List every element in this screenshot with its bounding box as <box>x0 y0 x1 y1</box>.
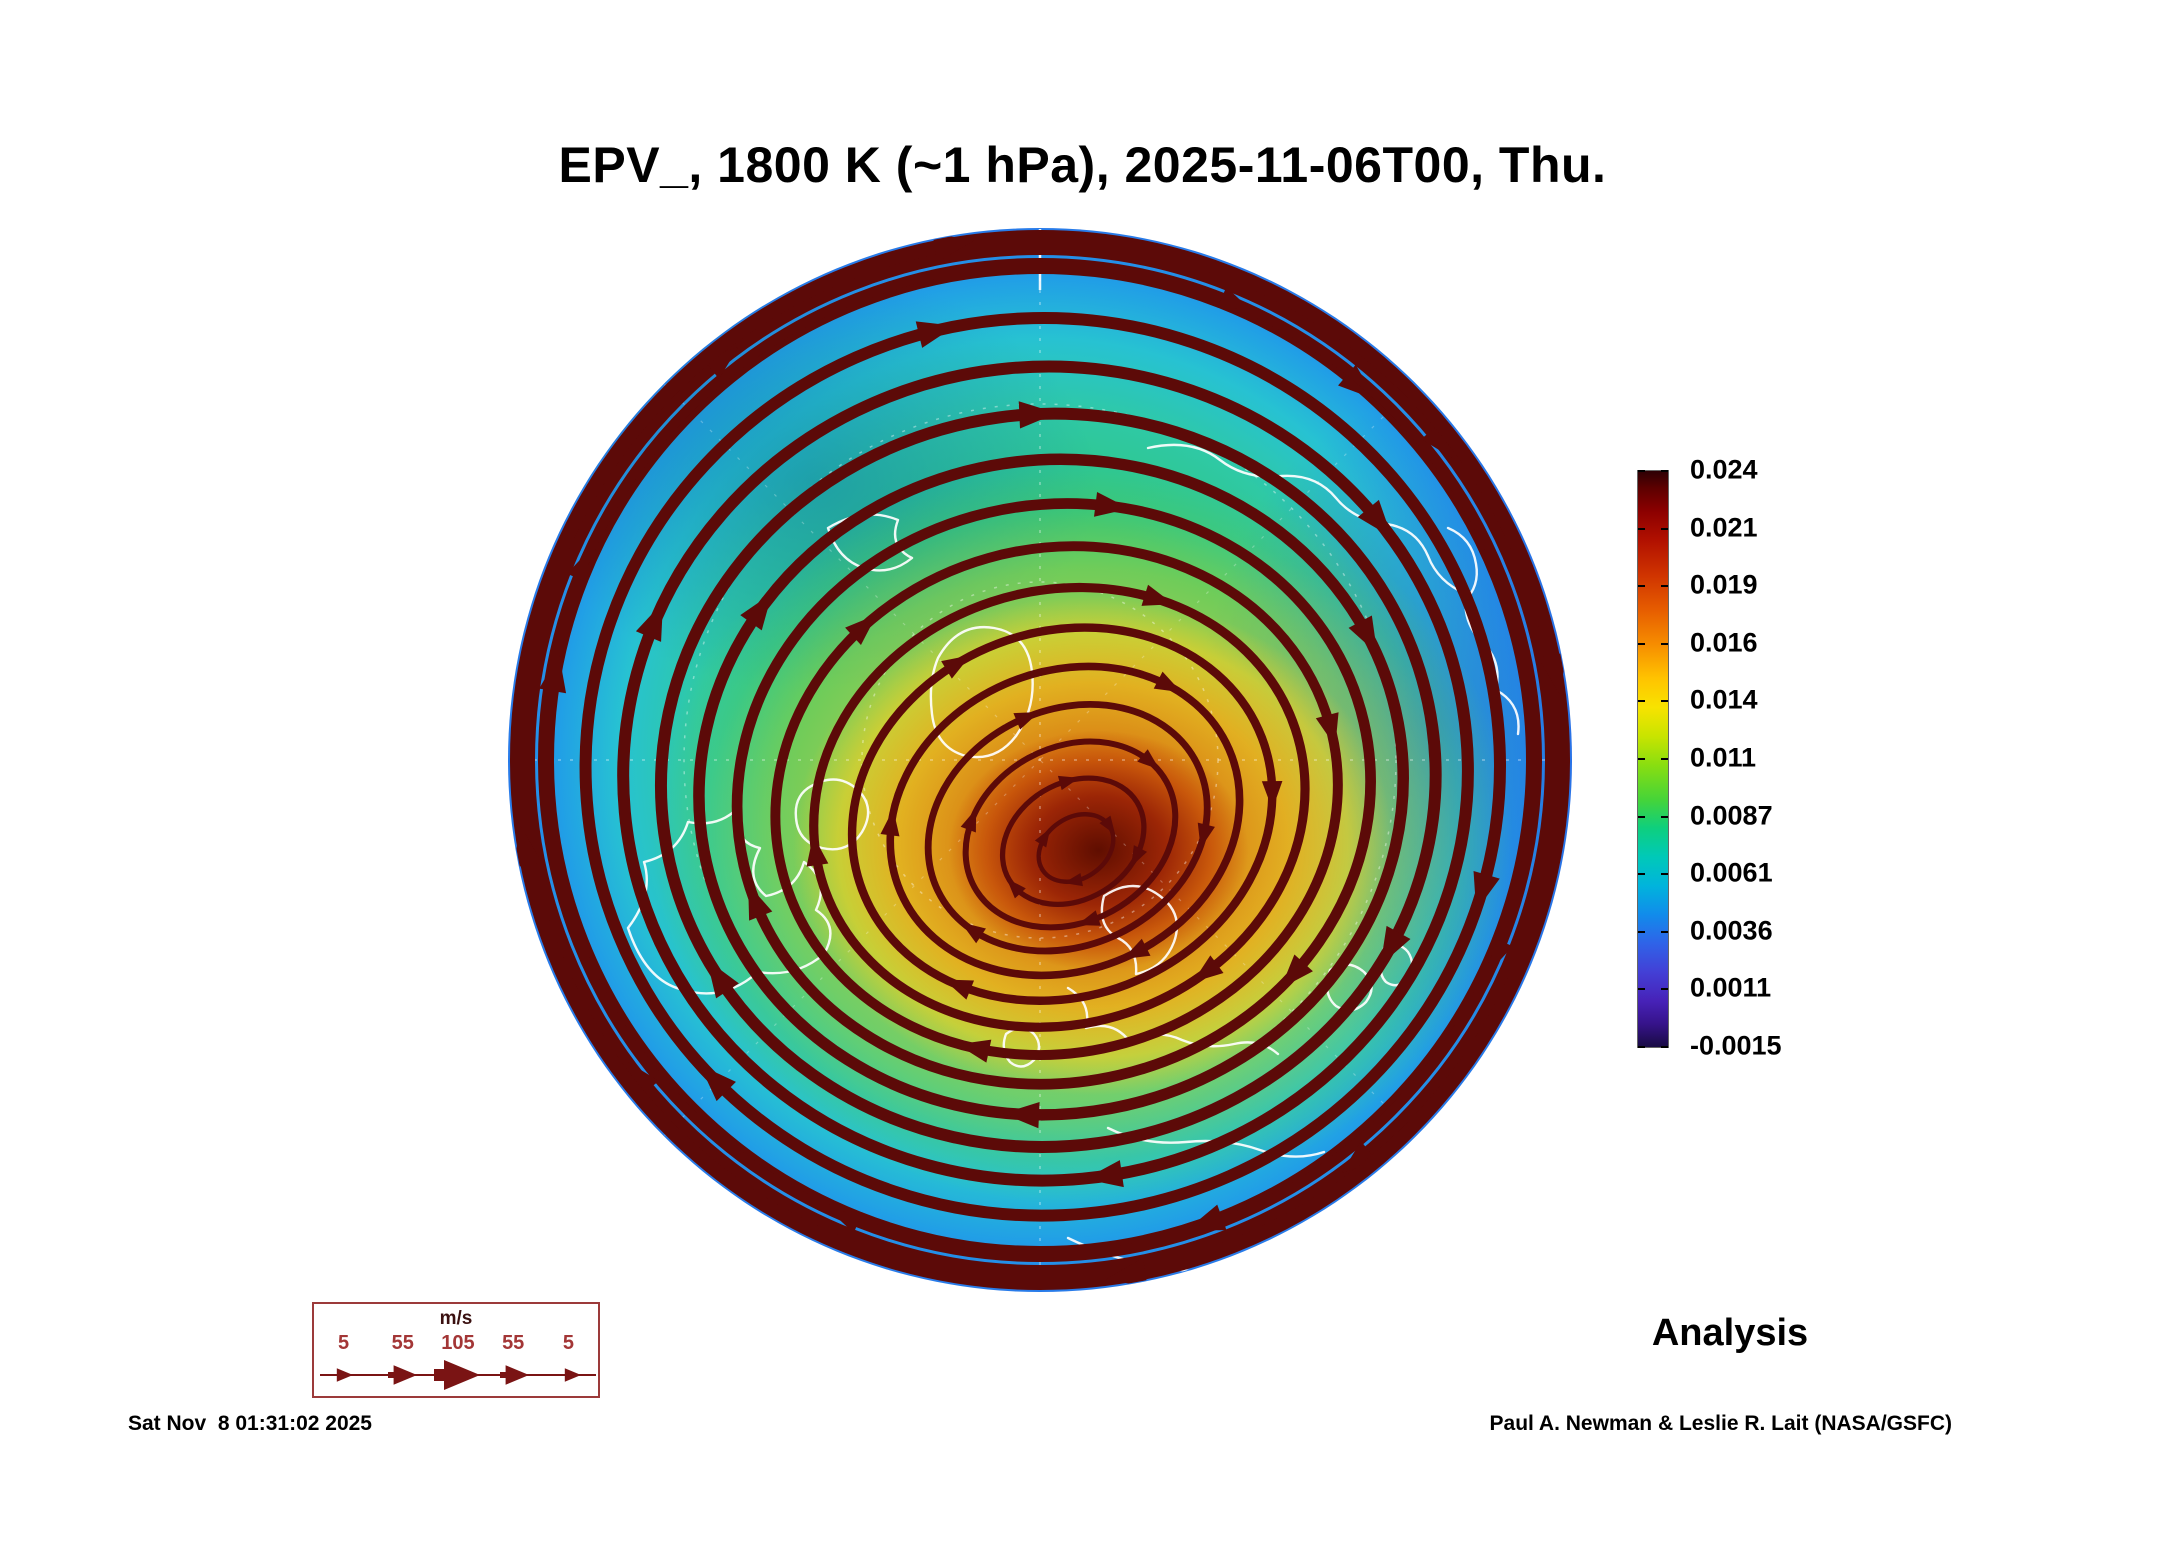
colorbar <box>1637 470 1669 1048</box>
wind-unit-label: m/s <box>439 1308 473 1329</box>
generation-timestamp: Sat Nov 8 01:31:02 2025 <box>128 1412 372 1435</box>
wind-tick-label: 55 <box>502 1332 525 1354</box>
colorbar-tick-mark <box>1638 642 1645 645</box>
page-title: EPV_, 1800 K (~1 hPa), 2025-11-06T00, Th… <box>558 137 1607 193</box>
analysis-label: Analysis <box>1651 1312 1809 1354</box>
colorbar-tick-mark <box>1661 815 1668 818</box>
colorbar-tick-mark <box>1638 873 1645 876</box>
colorbar-tick-label: 0.0036 <box>1690 915 1773 946</box>
colorbar-tick-label: 0.0011 <box>1690 972 1772 1003</box>
wind-tick-label: 55 <box>391 1332 414 1354</box>
streamlines <box>510 230 1570 1290</box>
colorbar-tick-label: 0.021 <box>1690 512 1758 543</box>
colorbar-tick-label: 0.0087 <box>1690 800 1773 831</box>
colorbar-tick-label: -0.0015 <box>1690 1030 1782 1061</box>
colorbar-tick-mark <box>1661 700 1668 703</box>
colorbar-tick-label: 0.019 <box>1690 569 1758 600</box>
colorbar-tick-mark <box>1661 930 1668 933</box>
colorbar-tick-mark <box>1638 700 1645 703</box>
colorbar-tick-mark <box>1638 758 1645 760</box>
wind-tick-labels: 5 55 105 55 5 <box>314 1332 598 1356</box>
colorbar-tick-label: 0.014 <box>1690 684 1758 715</box>
colorbar-tick-mark <box>1661 470 1668 472</box>
wind-arrow-scale <box>320 1360 596 1390</box>
colorbar-tick-mark <box>1638 585 1645 588</box>
colorbar-tick-mark <box>1638 930 1645 933</box>
colorbar-tick-label: 0.016 <box>1690 627 1758 658</box>
colorbar-tick-mark <box>1661 585 1668 588</box>
colorbar-tick-mark <box>1638 1046 1645 1048</box>
colorbar-tick-mark <box>1661 988 1668 991</box>
polar-map <box>508 228 1572 1292</box>
colorbar-tick-mark <box>1638 815 1645 818</box>
colorbar-tick-mark <box>1661 642 1668 645</box>
colorbar-tick-mark <box>1638 988 1645 991</box>
colorbar-tick-mark <box>1638 527 1645 530</box>
colorbar-tick-label: 0.024 <box>1690 454 1758 485</box>
colorbar-tick-mark <box>1661 1046 1668 1048</box>
wind-tick-label: 5 <box>562 1332 574 1354</box>
colorbar-tick-label: 0.011 <box>1690 742 1757 773</box>
colorbar-tick-mark <box>1661 873 1668 876</box>
colorbar-tick-label: 0.0061 <box>1690 857 1773 888</box>
map-overlay <box>510 229 1570 1290</box>
colorbar-tick-labels: 0.024 0.021 0.019 0.016 0.014 0.011 0.0087 0.00… <box>1690 455 1850 1061</box>
wind-tick-label: 5 <box>338 1332 350 1354</box>
colorbar-tick-mark <box>1638 470 1645 472</box>
colorbar-tick-mark <box>1661 527 1668 530</box>
credit-line: Paul A. Newman & Leslie R. Lait (NASA/GS… <box>1489 1412 1952 1435</box>
wind-speed-legend: m/s 5 55 105 55 5 <box>312 1302 600 1398</box>
wind-tick-label: 105 <box>441 1332 475 1354</box>
colorbar-tick-mark <box>1661 758 1668 760</box>
